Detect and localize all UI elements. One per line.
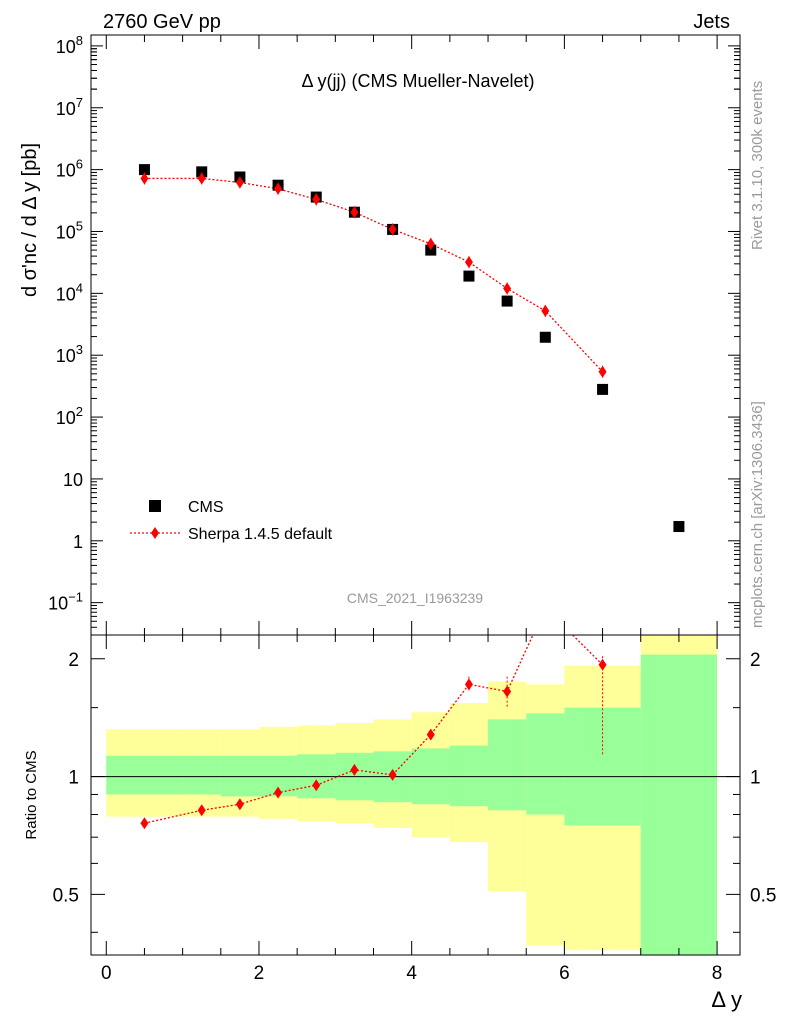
cms-point [138,164,150,176]
legend-sherpa-marker [151,527,159,539]
cms-point [597,383,609,395]
legend-cms-marker [149,500,161,512]
source-label: mcplots.cern.ch [arXiv:1306.3436] [749,401,766,628]
ratio-point [197,804,206,817]
cms-point [539,331,551,343]
cms-point [196,166,208,178]
stat-band [564,707,641,826]
ratio-marks [140,602,607,830]
sherpa-point [426,237,435,250]
sherpa-line [144,177,604,373]
ratio-point [274,786,283,799]
ratio-line [144,635,604,824]
ratio-point [541,602,549,614]
sherpa-point [274,182,283,195]
stat-band [488,719,527,811]
ratio-y-tick-label: 1 [750,768,761,789]
sherpa-point [503,282,512,295]
cms-point [501,295,513,307]
cms-point [463,270,475,282]
ratio-point [312,779,321,792]
watermark: CMS_2021_I1963239 [347,590,483,606]
ratio-y-tick-label: 1 [68,768,79,789]
y-tick-label: 106 [56,157,83,181]
y-tick-label: 107 [56,95,83,119]
stat-band [449,745,489,807]
y-tick-label: 108 [56,33,83,57]
cms-point [673,521,685,533]
y-tick-label: 10 [63,470,83,490]
ratio-point [350,763,359,776]
ratio-point [140,817,149,830]
y-tick-label: 1 [73,532,83,552]
main-frame [90,34,741,636]
sherpa-point [312,193,321,206]
ratio-point [388,768,397,781]
main-marks [138,164,685,533]
main-ylabel: d σ'nc / d Δ y [pb] [19,143,41,297]
rivet-label: Rivet 3.1.10, 300k events [749,81,766,250]
process-label: Jets [693,11,730,33]
legend: CMS Sherpa 1.4.5 default [130,499,333,543]
sherpa-point [598,365,607,378]
x-tick-label: 0 [101,963,112,984]
band-group [106,635,718,955]
stat-band [182,755,221,795]
y-tick-label: 102 [56,404,83,428]
sherpa-point [541,304,550,317]
cms-point [425,244,437,256]
ratio-point [235,798,244,811]
sherpa-point [388,223,397,236]
y-tick-label: 104 [56,280,83,304]
ratio-frame [90,634,741,956]
y-tick-label: 10−1 [48,590,83,614]
ratio-y-tick-label: 2 [750,650,761,671]
legend-sherpa-label: Sherpa 1.4.5 default [188,526,333,543]
legend-cms-label: CMS [188,499,224,516]
data-marks [138,164,685,830]
panel-frames [90,34,741,956]
sherpa-point [235,176,244,189]
x-tick-label: 8 [712,963,723,984]
ratio-ylabel: Ratio to CMS [23,750,40,839]
sherpa-point [464,256,473,269]
ratio-point [598,658,607,671]
sherpa-point [197,172,206,185]
sherpa-point [140,172,149,185]
ratio-y-tick-label: 2 [68,650,79,671]
stat-band [106,755,183,795]
ratio-y-tick-label: 0.5 [53,885,79,906]
ratio-point [426,728,435,741]
main-title: Δ y(jj) (CMS Mueller-Navelet) [301,71,534,91]
uncertainty-bands [91,635,740,955]
y-tick-label: 105 [56,218,83,242]
x-tick-label: 6 [559,963,570,984]
ratio-point [464,678,473,691]
ratio-y-tick-label: 0.5 [750,885,776,906]
ratio-point [503,685,512,698]
x-axis-label: Δ y [711,987,742,1012]
y-tick-label: 103 [56,342,83,366]
stat-band [526,713,565,815]
stat-band [640,654,718,955]
x-tick-label: 4 [406,963,417,984]
sherpa-point [350,206,359,219]
x-tick-label: 2 [254,963,265,984]
beam-label: 2760 GeV pp [103,11,221,33]
